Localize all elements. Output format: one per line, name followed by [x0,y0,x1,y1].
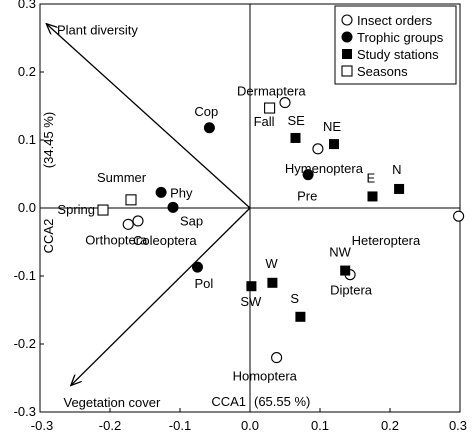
y-tick-label: -0.2 [14,336,36,351]
open-circle-marker [341,14,353,26]
point-label: Orthoptera [85,232,148,247]
vector-arrow [72,207,251,385]
point-label: NW [329,245,351,260]
legend-entry: Insect orders [357,13,433,28]
y-tick-label: 0.0 [18,200,36,215]
filled-circle-marker [203,122,215,134]
open-circle-marker [122,218,134,230]
legend: Insect orders Trophic groups Study station… [334,5,457,85]
filled-square-marker [329,139,339,150]
x-tick-label: 0.2 [381,418,399,433]
filled-square-marker [267,277,278,288]
point-label: N [392,162,401,177]
series-group: Cop Phy Sap Pre Pol [155,104,317,291]
point-label: Phy [170,185,193,200]
legend-entry: Trophic groups [357,30,444,45]
point-label: NE [323,119,341,134]
vector-label: Vegetation cover [64,395,162,410]
point-label: Summer [97,170,147,185]
point-label: S [290,291,299,306]
x-tick-label: -0.2 [99,418,121,433]
filled-circle-marker [192,261,203,273]
open-circle-marker [132,215,144,227]
filled-square-marker [367,191,378,202]
filled-square-marker [246,281,257,292]
data-points: Dermaptera Hymenoptera Heteroptera Diptera H… [57,84,465,384]
open-circle-marker [279,97,291,109]
filled-square-marker [342,49,352,59]
filled-square-marker [295,311,306,322]
point-label: SE [288,113,306,128]
point-label: Cop [194,104,218,119]
x-tick-label: 0.1 [311,418,329,433]
x-tick-label: -0.1 [169,418,191,433]
point-label: Hymenoptera [285,161,364,176]
open-circle-marker [453,210,465,222]
y-tick-label: 0.2 [18,64,36,79]
vector-arrow [47,24,251,209]
open-square-marker [264,102,276,114]
x-tick-label: 0.3 [449,418,467,433]
point-label: SW [240,294,262,309]
y-tick-label: 0.1 [18,132,36,147]
legend-entry: Study stations [357,47,439,62]
legend-entry: Seasons [357,64,408,79]
open-square-marker [97,204,109,216]
y-axis-percent: (34.45 %) [41,112,56,168]
point-label: Pol [195,276,214,291]
open-square-marker [341,65,353,77]
open-square-marker [125,194,137,206]
series-group: Fall Summer Spring [57,102,276,217]
x-axis-percent: (65.55 %) [254,394,310,409]
open-circle-marker [271,352,283,364]
filled-circle-marker [167,201,179,213]
environmental-vectors: Plant diversity Vegetation cover [47,22,251,410]
point-label: Pre [297,189,317,204]
point-label: Heteroptera [352,233,421,248]
filled-circle-marker [341,31,353,43]
filled-square-marker [340,265,351,276]
point-label: Homoptera [233,369,298,384]
axes: -0.3 -0.2 -0.1 0.0 0.1 0.2 0.3 -0.3 -0.2 -0.1 0.0 0… [14,0,467,433]
y-tick-label: -0.1 [14,268,36,283]
point-label: Sap [180,213,203,228]
filled-square-marker [290,132,301,143]
y-tick-label: -0.3 [14,404,36,419]
filled-square-marker [394,183,405,194]
filled-circle-marker [155,186,167,198]
vector-label: Plant diversity [57,22,138,37]
point-label: E [367,170,376,185]
point-label: Dermaptera [237,84,306,99]
point-label: Spring [57,202,95,217]
point-label: Diptera [330,283,373,298]
point-label: W [265,256,278,271]
x-tick-label: 0.0 [241,418,259,433]
y-axis-label: CCA2 [41,219,56,254]
point-label: Coleoptera [133,233,197,248]
filled-circle-marker [302,169,314,181]
y-tick-label: 0.3 [18,0,36,11]
legend-box [334,5,457,85]
x-axis-label: CCA1 [211,394,246,409]
x-tick-label: -0.3 [31,418,53,433]
open-circle-marker [312,143,324,155]
point-label: Fall [254,114,275,129]
